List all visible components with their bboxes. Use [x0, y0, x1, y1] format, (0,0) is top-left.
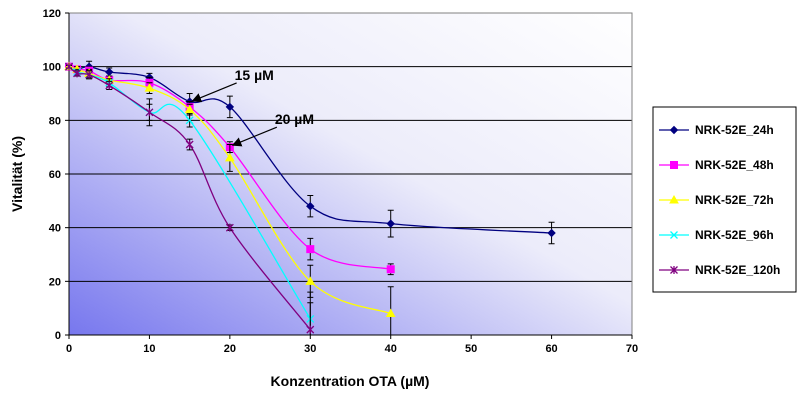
legend-label-0: NRK-52E_24h	[695, 123, 774, 137]
data-point-4-2	[85, 70, 94, 79]
tick-label-y-6: 120	[43, 8, 61, 20]
series-4	[65, 62, 315, 336]
legend-label-2: NRK-52E_72h	[695, 193, 774, 207]
annotation-arrow-1	[231, 126, 278, 147]
tick-label-y-5: 100	[43, 62, 61, 74]
data-point-0-9	[547, 228, 556, 238]
annotation-label-0: 15 µM	[235, 67, 274, 83]
legend-marker-1	[670, 161, 678, 169]
legend-label-3: NRK-52E_96h	[695, 228, 774, 242]
legend-label-1: NRK-52E_48h	[695, 158, 774, 172]
tick-label-y-0: 0	[55, 330, 61, 342]
tick-label-y-4: 80	[49, 115, 61, 127]
y-axis-title: Vitalität (%)	[9, 136, 25, 212]
data-point-4-6	[225, 223, 234, 232]
tick-label-y-2: 40	[49, 223, 61, 235]
data-point-0-8	[386, 219, 395, 228]
data-point-1-8	[386, 265, 395, 274]
data-point-4-3	[105, 81, 114, 90]
data-point-4-1	[73, 69, 82, 78]
legend-marker-2	[669, 194, 679, 204]
tick-label-x-1: 10	[143, 343, 155, 355]
data-point-2-8	[385, 308, 396, 318]
tick-label-x-2: 20	[224, 343, 236, 355]
data-point-2-4	[144, 83, 155, 92]
series-line-1	[68, 66, 391, 270]
data-point-4-4	[145, 108, 154, 117]
data-point-3-5	[185, 116, 194, 125]
series-line-2	[68, 66, 391, 315]
legend-label-4: NRK-52E_120h	[695, 263, 780, 277]
data-point-0-7	[306, 201, 315, 211]
data-point-2-7	[305, 276, 316, 285]
data-point-4-7	[306, 325, 315, 334]
x-axis-title: Konzentration OTA (µM)	[271, 373, 430, 389]
tick-label-x-5: 50	[465, 343, 477, 355]
data-point-4-5	[185, 140, 194, 149]
tick-label-y-3: 60	[49, 169, 61, 181]
annotation-arrow-0	[191, 82, 237, 103]
tick-label-x-7: 70	[626, 343, 638, 355]
tick-label-x-6: 60	[545, 343, 557, 355]
tick-label-x-3: 30	[304, 343, 316, 355]
data-point-2-6	[224, 152, 235, 162]
annotation-label-1: 20 µM	[275, 111, 314, 127]
legend-marker-3	[670, 231, 678, 239]
tick-label-x-4: 40	[385, 343, 397, 355]
data-point-1-7	[306, 245, 315, 254]
data-point-2-5	[184, 104, 195, 114]
legend: NRK-52E_24h NRK-52E_48h NRK-52E_72h NRK-52E…	[652, 106, 797, 293]
data-point-4-0	[65, 62, 73, 71]
legend-marker-0	[669, 125, 679, 135]
tick-label-x-0: 0	[66, 343, 72, 355]
tick-label-y-1: 20	[49, 276, 61, 288]
legend-marker-4	[670, 266, 678, 274]
data-point-0-6	[225, 102, 235, 112]
